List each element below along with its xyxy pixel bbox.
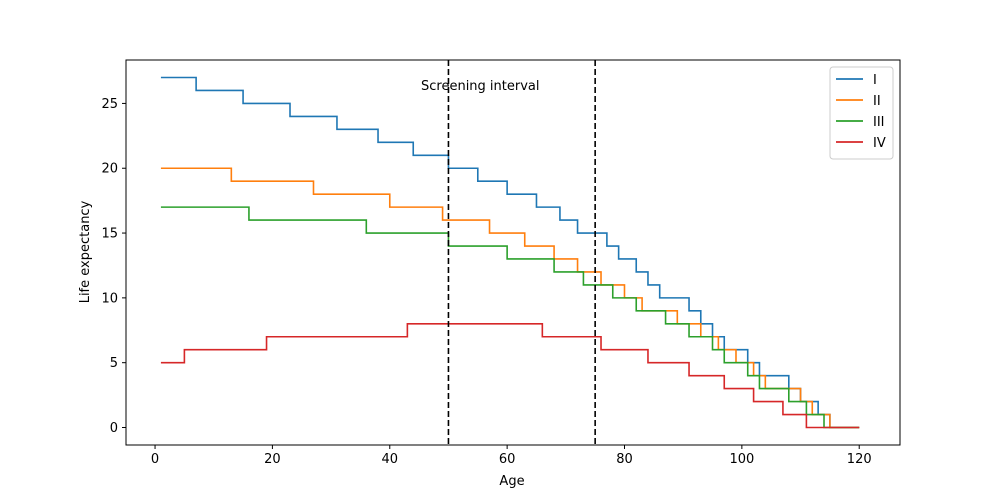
y-tick-label: 0 xyxy=(110,421,118,436)
x-tick-label: 100 xyxy=(729,452,754,467)
plot-area xyxy=(160,60,860,445)
screening-interval-annotation: Screening interval xyxy=(421,79,540,94)
y-axis-label: Life expectancy xyxy=(78,200,93,303)
x-tick-label: 0 xyxy=(151,452,159,467)
axes: 0 20 40 60 80 100 120 0 5 10 15 20 25 xyxy=(101,59,901,467)
x-tick-label: 60 xyxy=(499,452,516,467)
x-tick-label: 80 xyxy=(616,452,633,467)
legend-box xyxy=(829,66,894,160)
axes-frame xyxy=(125,59,901,446)
y-tick-label: 5 xyxy=(110,356,118,371)
x-tick-label: 120 xyxy=(847,452,872,467)
y-tick-label: 15 xyxy=(101,227,118,242)
x-axis-label: Age xyxy=(499,474,524,489)
legend-label-4: IV xyxy=(873,136,886,151)
series-line-4 xyxy=(160,323,860,429)
legend-label-2: II xyxy=(873,94,881,109)
legend-label-1: I xyxy=(873,73,877,88)
y-tick-label: 25 xyxy=(101,97,118,112)
y-tick-label: 10 xyxy=(101,291,118,306)
y-tick-label: 20 xyxy=(101,162,118,177)
x-tick-label: 20 xyxy=(264,452,281,467)
x-tick-label: 40 xyxy=(381,452,398,467)
series-line-3 xyxy=(160,206,860,429)
legend-label-3: III xyxy=(873,115,885,130)
